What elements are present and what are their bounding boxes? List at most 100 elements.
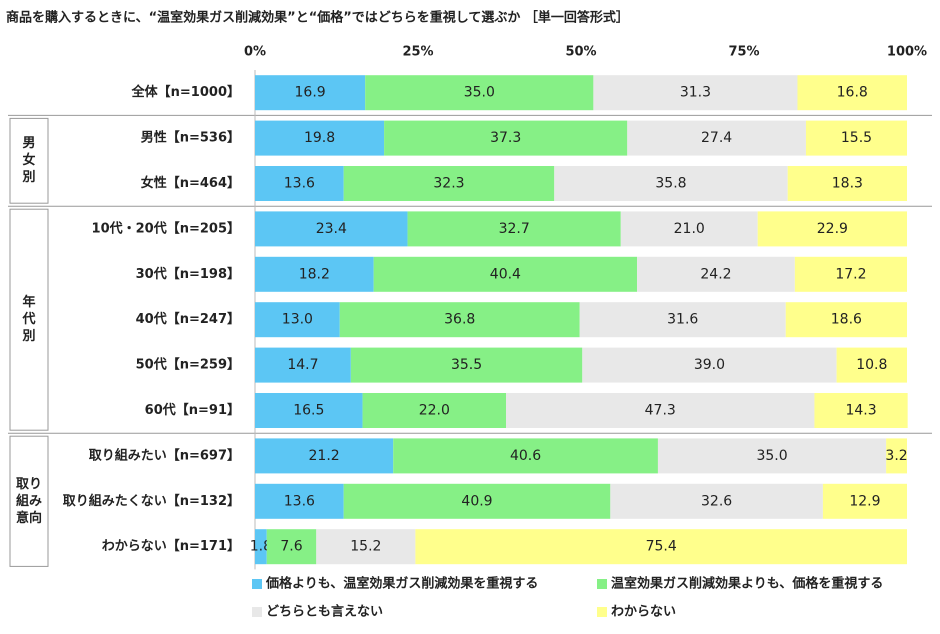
bar-segment (255, 256, 374, 292)
data-label: 19.8 (304, 130, 335, 146)
data-label: 14.7 (287, 357, 318, 373)
data-label: 31.3 (680, 85, 711, 101)
data-label: 21.0 (674, 221, 705, 237)
data-label: 13.6 (284, 493, 315, 509)
data-label: 21.2 (309, 448, 340, 464)
bar-segment (255, 211, 408, 247)
data-label: 35.8 (655, 176, 686, 192)
data-label: 17.2 (835, 266, 866, 282)
data-label: 1.8 (250, 539, 272, 555)
data-label: 7.6 (280, 539, 302, 555)
bar-segment (554, 166, 788, 201)
data-label: 40.4 (490, 266, 521, 282)
data-label: 36.8 (444, 312, 475, 328)
bar-segment (255, 120, 385, 156)
legend-label: わからない (611, 605, 676, 620)
bar-segment (350, 347, 583, 383)
group-box (9, 117, 49, 204)
data-label: 32.7 (499, 221, 530, 237)
data-label: 37.3 (490, 130, 521, 146)
data-label: 35.5 (451, 357, 482, 373)
bar-segment (757, 211, 907, 247)
data-label: 27.4 (701, 130, 732, 146)
x-tick-label: 25% (402, 45, 433, 60)
bar-segment (255, 483, 344, 519)
bar-segment (255, 393, 363, 428)
data-label: 10.8 (856, 357, 887, 373)
x-tick-label: 75% (728, 45, 759, 60)
y-tick-label: 50代【n=259】 (136, 357, 240, 373)
y-tick-label: 男性【n=536】 (141, 130, 240, 146)
data-label: 15.2 (350, 539, 381, 555)
data-label: 75.4 (646, 539, 677, 555)
bar-segment (805, 120, 907, 156)
bar-segment (415, 529, 907, 565)
bar-segment (339, 302, 580, 338)
data-label: 22.9 (817, 221, 848, 237)
chart-title: 商品を購入するときに、“温室効果ガス削減効果”と“価格”ではどちらを重視して選ぶ… (6, 10, 629, 26)
bar-segment (836, 347, 907, 383)
data-label: 35.0 (464, 85, 495, 101)
bar-segment (407, 211, 621, 247)
bar-segment (255, 166, 344, 201)
data-label: 31.6 (667, 312, 698, 328)
bar-segment (657, 438, 887, 474)
bar-segment (582, 347, 837, 383)
data-label: 16.9 (295, 85, 326, 101)
legend-swatch (597, 607, 607, 617)
bar-segment (393, 438, 658, 474)
legend-swatch (597, 579, 607, 589)
data-label: 3.2 (885, 448, 907, 464)
x-tick-label: 100% (887, 45, 927, 60)
bar-segment (814, 393, 908, 428)
data-label: 40.6 (510, 448, 541, 464)
bar-segment (627, 120, 806, 156)
bar-segment (255, 347, 351, 383)
bar-segment (343, 166, 555, 201)
data-label: 14.3 (845, 403, 876, 419)
x-tick-label: 0% (244, 45, 266, 60)
data-label: 13.0 (282, 312, 313, 328)
legend-label: どちらとも言えない (266, 604, 383, 620)
bar-segment (316, 529, 416, 565)
bar-segment (506, 393, 815, 428)
y-tick-label: 取り組みたくない【n=132】 (63, 493, 240, 509)
y-tick-label: わからない【n=171】 (102, 538, 240, 554)
bar-segment (255, 529, 267, 565)
bar-segment (365, 75, 594, 111)
bar-segment (610, 483, 823, 519)
legend-swatch (252, 579, 262, 589)
bar-segment (797, 75, 907, 111)
bar-segment (343, 483, 611, 519)
legend-swatch (252, 607, 262, 617)
y-tick-label: 10代・20代【n=205】 (92, 220, 240, 236)
data-label: 47.3 (645, 403, 676, 419)
bar-segment (794, 256, 907, 292)
y-tick-label: 取り組みたい【n=697】 (89, 447, 240, 463)
bar-segment (579, 302, 786, 338)
data-label: 12.9 (849, 493, 880, 509)
data-label: 32.6 (701, 493, 732, 509)
bar-segment (593, 75, 798, 111)
y-tick-label: 60代【n=91】 (145, 402, 240, 418)
data-label: 18.3 (832, 176, 863, 192)
data-label: 35.0 (756, 448, 787, 464)
data-label: 15.5 (841, 130, 872, 146)
data-label: 18.6 (831, 312, 862, 328)
bar-segment (787, 166, 907, 201)
data-label: 13.6 (284, 176, 315, 192)
data-label: 32.3 (433, 176, 464, 192)
group-label: 男女別 (22, 136, 36, 186)
group-box (9, 208, 49, 431)
y-tick-label: 全体【n=1000】 (131, 84, 240, 100)
legend-label: 価格よりも、温室効果ガス削減効果を重視する (265, 576, 538, 592)
bar-segment (266, 529, 317, 565)
data-label: 24.2 (700, 266, 731, 282)
bar-segment (384, 120, 628, 156)
x-tick-label: 50% (565, 45, 596, 60)
data-label: 16.8 (837, 85, 868, 101)
bar-segment (255, 302, 340, 338)
group-label: 年代別 (22, 295, 36, 345)
